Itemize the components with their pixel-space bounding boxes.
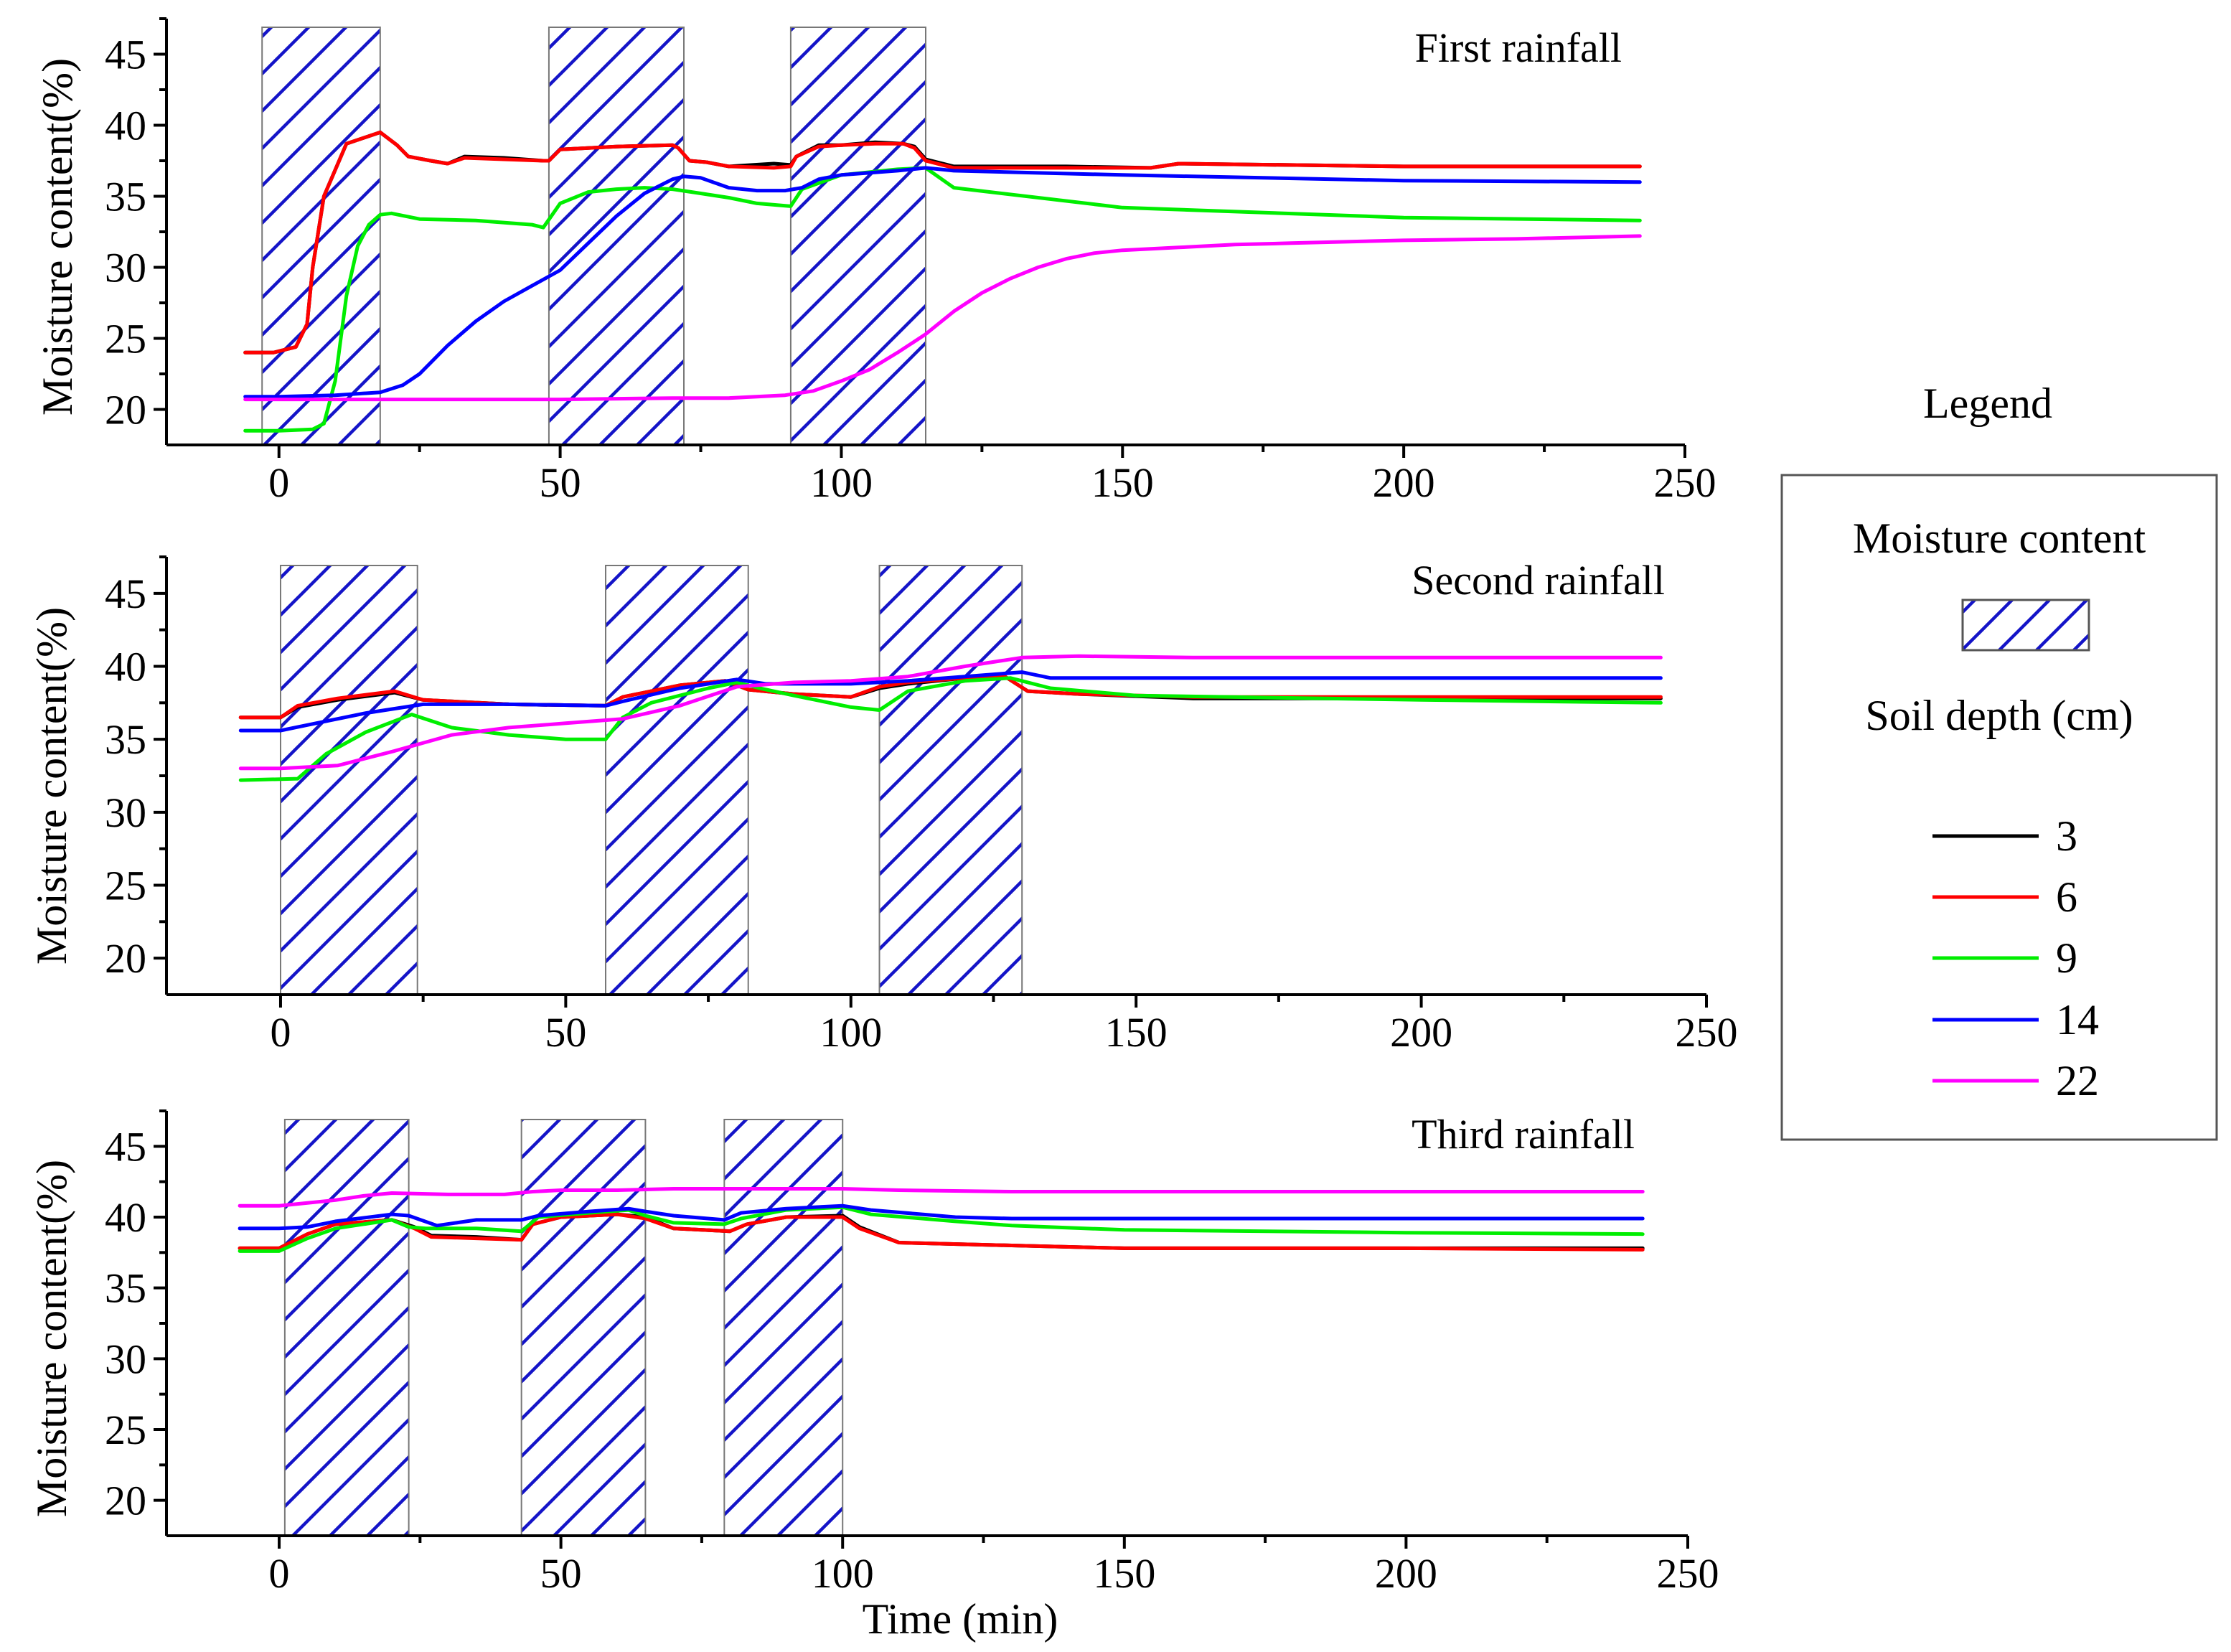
rain-period-1 bbox=[279, 565, 418, 995]
x-tick-label: 50 bbox=[540, 459, 581, 506]
y-tick-label: 25 bbox=[105, 863, 146, 909]
y-tick-label: 20 bbox=[105, 1478, 146, 1524]
rain-period-layer bbox=[283, 1119, 844, 1536]
y-tick-label: 40 bbox=[105, 1194, 146, 1241]
series-line-depth-6 bbox=[243, 130, 1642, 355]
x-tick-label: 0 bbox=[268, 459, 289, 506]
series-layer bbox=[243, 130, 1642, 433]
legend: Legend Moisture content Soil depth (cm) … bbox=[1780, 380, 2218, 1141]
y-tick-label: 20 bbox=[105, 935, 146, 982]
series-line-depth-22 bbox=[238, 1187, 1645, 1208]
x-tick-label: 50 bbox=[540, 1550, 582, 1597]
series-line-depth-22 bbox=[243, 234, 1642, 402]
y-tick-label: 30 bbox=[105, 789, 146, 836]
series-line-depth-6 bbox=[238, 675, 1663, 720]
legend-entry-label: 9 bbox=[2056, 934, 2077, 982]
x-tick-label: 50 bbox=[545, 1009, 586, 1056]
series-line-depth-14 bbox=[238, 1203, 1645, 1231]
x-tick-label: 150 bbox=[1091, 459, 1154, 506]
y-tick-label: 25 bbox=[105, 316, 146, 362]
y-tick-label: 25 bbox=[105, 1407, 146, 1453]
legend-entry-depth-3: 3 bbox=[1932, 812, 2077, 860]
chart-title: Second rainfall bbox=[1412, 557, 1665, 604]
rain-period-2 bbox=[548, 27, 685, 446]
y-tick-label: 45 bbox=[105, 32, 146, 78]
x-tick-label: 200 bbox=[1373, 459, 1435, 506]
legend-entry-label: 22 bbox=[2056, 1057, 2099, 1104]
x-tick-label: 200 bbox=[1375, 1550, 1437, 1597]
legend-entry-depth-22: 22 bbox=[1932, 1057, 2099, 1104]
legend-hatch-swatch bbox=[1961, 599, 2090, 652]
legend-box bbox=[1780, 474, 2218, 1141]
series-line-depth-14 bbox=[238, 670, 1663, 733]
y-axis-label: Moisture content(%) bbox=[28, 1160, 75, 1517]
x-tick-label: 100 bbox=[810, 459, 873, 506]
y-tick-label: 30 bbox=[105, 1336, 146, 1382]
y-tick-label: 45 bbox=[105, 571, 146, 617]
x-tick-label: 250 bbox=[1654, 459, 1716, 506]
series-line-depth-9 bbox=[238, 676, 1663, 782]
legend-entry-depth-14: 14 bbox=[1932, 996, 2099, 1043]
series-line-depth-14 bbox=[243, 166, 1642, 399]
chart-panel-second-rainfall: 20 25 30 35 40 45 0 50 100 150 200 250 Second rainf… bbox=[28, 555, 1738, 1056]
y-tick-label: 30 bbox=[105, 245, 146, 291]
rain-period-layer bbox=[279, 565, 1023, 995]
series-layer bbox=[238, 1187, 1645, 1253]
y-axis-label: Moisture content(%) bbox=[34, 58, 81, 416]
legend-hatch-label: Moisture content bbox=[1853, 515, 2146, 562]
legend-entry-label: 6 bbox=[2056, 873, 2077, 921]
rain-period-layer bbox=[261, 27, 927, 446]
x-tick-label: 150 bbox=[1105, 1009, 1168, 1056]
x-tick-label: 0 bbox=[269, 1550, 290, 1597]
chart-panel-first-rainfall: 20 25 30 35 40 45 0 50 100 150 200 250 First rainfa… bbox=[34, 17, 1716, 506]
legend-entry-depth-9: 9 bbox=[1932, 934, 2077, 982]
x-tick-label: 250 bbox=[1676, 1009, 1738, 1056]
series-line-depth-9 bbox=[238, 1205, 1645, 1253]
y-tick-label: 35 bbox=[105, 174, 146, 220]
x-tick-label: 200 bbox=[1390, 1009, 1452, 1056]
rain-period-3 bbox=[789, 27, 927, 446]
legend-entry-label: 3 bbox=[2056, 812, 2077, 860]
y-tick-label: 35 bbox=[105, 1265, 146, 1312]
legend-entry-depth-6: 6 bbox=[1932, 873, 2077, 921]
legend-title: Legend bbox=[1923, 380, 2052, 427]
rain-period-3 bbox=[878, 565, 1023, 995]
rain-period-3 bbox=[723, 1119, 844, 1536]
y-axis-label: Moisture content(%) bbox=[28, 607, 75, 965]
series-layer bbox=[238, 654, 1663, 782]
y-tick-label: 35 bbox=[105, 716, 146, 763]
rain-period-2 bbox=[520, 1119, 647, 1536]
rain-period-1 bbox=[283, 1119, 410, 1536]
axes-layer: 20 25 30 35 40 45 0 50 100 150 200 250 bbox=[105, 17, 1716, 506]
y-tick-label: 40 bbox=[105, 644, 146, 690]
series-line-depth-9 bbox=[243, 166, 1642, 433]
series-line-depth-22 bbox=[238, 654, 1663, 771]
x-tick-label: 100 bbox=[819, 1009, 882, 1056]
rain-period-1 bbox=[261, 27, 381, 446]
x-tick-label: 150 bbox=[1093, 1550, 1155, 1597]
x-tick-label: 0 bbox=[270, 1009, 291, 1056]
y-tick-label: 45 bbox=[105, 1123, 146, 1170]
chart-panel-third-rainfall: 20 25 30 35 40 45 0 50 100 150 200 250 Third rainfa… bbox=[28, 1109, 1719, 1643]
y-tick-label: 20 bbox=[105, 387, 146, 433]
x-axis-label: Time (min) bbox=[863, 1595, 1058, 1643]
x-tick-label: 250 bbox=[1657, 1550, 1719, 1597]
rain-period-2 bbox=[605, 565, 749, 995]
legend-entry-label: 14 bbox=[2056, 996, 2099, 1043]
x-tick-label: 100 bbox=[812, 1550, 874, 1597]
axes-layer: 20 25 30 35 40 45 0 50 100 150 200 250 bbox=[105, 1109, 1719, 1597]
legend-depth-label: Soil depth (cm) bbox=[1865, 692, 2133, 739]
y-tick-label: 40 bbox=[105, 103, 146, 149]
legend-entries: 3 6 9 14 22 bbox=[1932, 812, 2099, 1104]
chart-title: Third rainfall bbox=[1412, 1111, 1635, 1158]
axes-layer: 20 25 30 35 40 45 0 50 100 150 200 250 bbox=[105, 555, 1738, 1056]
chart-title: First rainfall bbox=[1415, 24, 1622, 71]
